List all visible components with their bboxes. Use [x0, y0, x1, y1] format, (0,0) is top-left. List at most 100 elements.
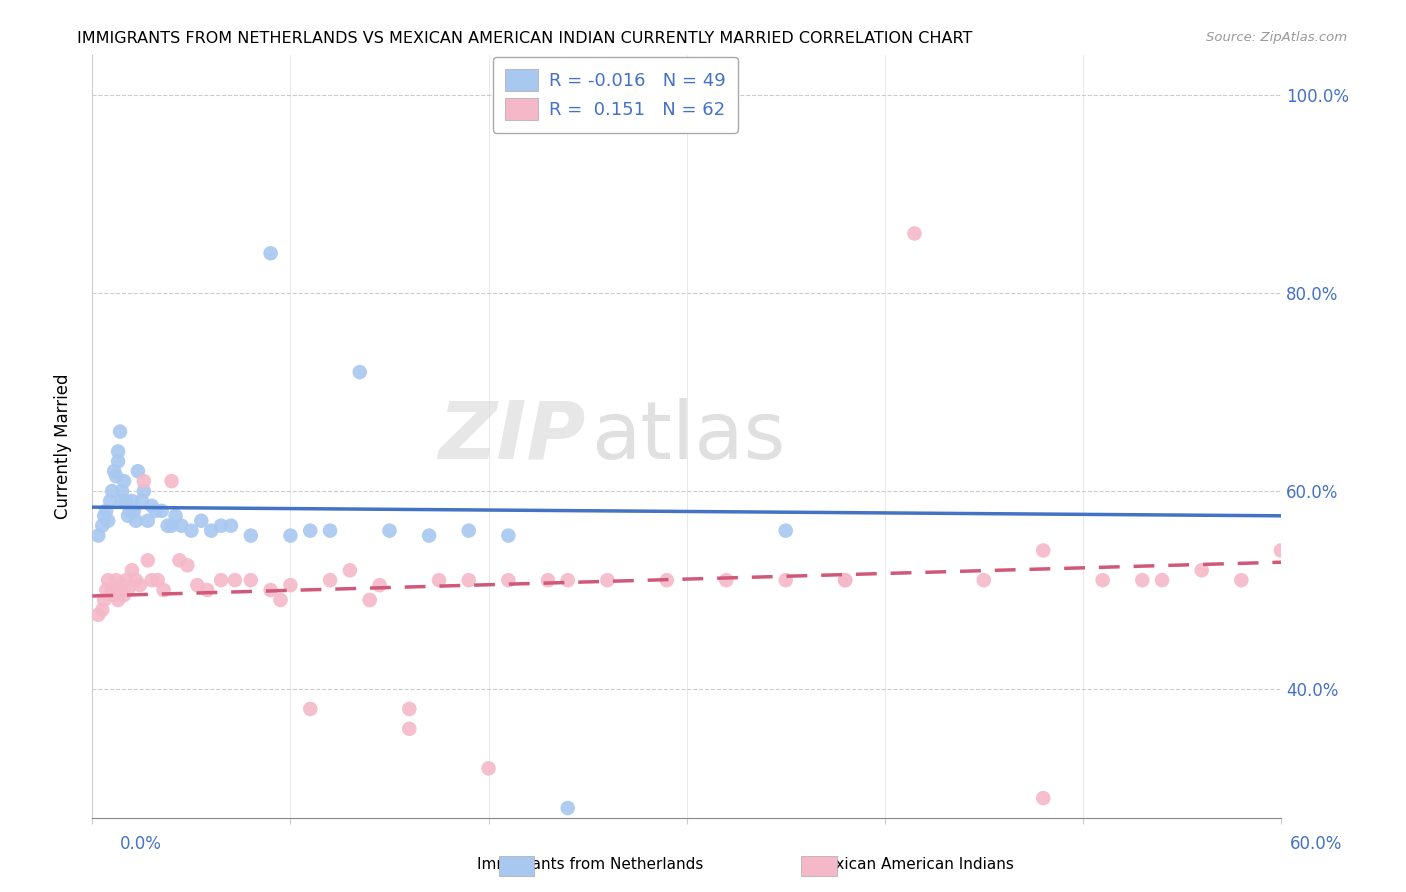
Point: [125, 573, 148, 587]
Text: atlas: atlas: [592, 398, 786, 475]
Text: IMMIGRANTS FROM NETHERLANDS VS MEXICAN AMERICAN INDIAN CURRENTLY MARRIED CORRELA: IMMIGRANTS FROM NETHERLANDS VS MEXICAN A…: [77, 31, 973, 46]
Point: [259, 583, 281, 598]
Text: ZIP: ZIP: [439, 398, 586, 475]
Point: [103, 588, 125, 602]
Point: [1230, 573, 1253, 587]
Point: [98, 494, 121, 508]
Point: [1091, 573, 1114, 587]
Point: [136, 514, 159, 528]
Point: [118, 504, 141, 518]
Point: [105, 573, 128, 587]
Point: [111, 578, 134, 592]
Point: [112, 588, 135, 602]
Point: [107, 593, 129, 607]
Point: [121, 494, 143, 508]
Point: [457, 524, 479, 538]
Point: [339, 563, 361, 577]
Point: [105, 469, 128, 483]
Point: [111, 494, 134, 508]
Point: [127, 464, 149, 478]
Point: [128, 578, 150, 592]
Point: [427, 573, 450, 587]
Point: [115, 494, 138, 508]
Point: [299, 702, 322, 716]
Point: [101, 483, 124, 498]
Point: [170, 518, 193, 533]
Point: [186, 578, 208, 592]
Point: [141, 573, 163, 587]
Point: [121, 563, 143, 577]
Point: [973, 573, 995, 587]
Point: [103, 464, 125, 478]
Point: [122, 504, 145, 518]
Point: [1032, 543, 1054, 558]
Point: [359, 593, 381, 607]
Point: [91, 603, 114, 617]
Point: [1270, 543, 1292, 558]
Point: [97, 514, 120, 528]
Point: [108, 425, 131, 439]
Point: [834, 573, 856, 587]
Point: [418, 528, 440, 542]
Point: [93, 593, 115, 607]
Point: [398, 722, 420, 736]
Point: [132, 474, 155, 488]
Point: [96, 504, 118, 518]
Point: [219, 518, 242, 533]
Point: [190, 514, 212, 528]
Point: [136, 553, 159, 567]
Point: [160, 518, 183, 533]
Point: [117, 583, 139, 598]
Point: [91, 518, 114, 533]
Point: [200, 524, 222, 538]
Point: [398, 702, 420, 716]
Point: [195, 583, 218, 598]
Point: [349, 365, 371, 379]
Point: [160, 474, 183, 488]
Point: [834, 573, 856, 587]
Point: [101, 583, 124, 598]
Text: 60.0%: 60.0%: [1291, 835, 1343, 853]
Point: [775, 524, 797, 538]
Text: Immigrants from Netherlands: Immigrants from Netherlands: [477, 857, 704, 872]
Text: Currently Married: Currently Married: [55, 373, 72, 519]
Point: [477, 761, 499, 775]
Point: [209, 573, 232, 587]
Point: [537, 573, 560, 587]
Point: [93, 508, 115, 523]
Point: [176, 558, 198, 573]
Point: [280, 528, 302, 542]
Point: [146, 573, 169, 587]
Point: [1130, 573, 1153, 587]
Point: [152, 583, 174, 598]
Point: [111, 483, 134, 498]
Point: [108, 583, 131, 598]
Point: [498, 528, 520, 542]
Point: [596, 573, 619, 587]
Point: [224, 573, 246, 587]
Point: [209, 518, 232, 533]
Point: [655, 573, 678, 587]
Legend: R = -0.016   N = 49, R =  0.151   N = 62: R = -0.016 N = 49, R = 0.151 N = 62: [492, 56, 738, 133]
Point: [280, 578, 302, 592]
Point: [112, 474, 135, 488]
Point: [378, 524, 401, 538]
Text: 0.0%: 0.0%: [120, 835, 162, 853]
Point: [107, 454, 129, 468]
Point: [156, 518, 179, 533]
Point: [107, 444, 129, 458]
Point: [169, 553, 191, 567]
Point: [903, 227, 925, 241]
Point: [1191, 563, 1213, 577]
Point: [131, 494, 153, 508]
Text: Mexican American Indians: Mexican American Indians: [814, 857, 1014, 872]
Point: [557, 573, 579, 587]
Point: [1032, 791, 1054, 805]
Point: [87, 607, 110, 622]
Text: Source: ZipAtlas.com: Source: ZipAtlas.com: [1206, 31, 1347, 45]
Point: [150, 504, 173, 518]
Point: [165, 508, 187, 523]
Point: [1152, 573, 1174, 587]
Point: [239, 573, 262, 587]
Point: [299, 524, 322, 538]
